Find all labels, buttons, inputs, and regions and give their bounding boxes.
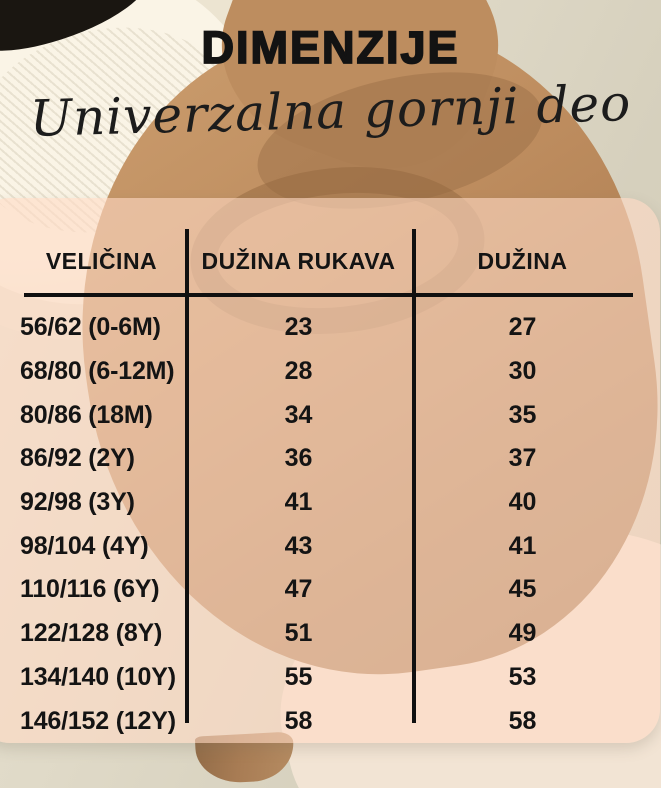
size-cell: 122/128 (8Y) (20, 619, 163, 648)
length-cell: 41 (508, 531, 537, 560)
sleeve-length-cell: 58 (284, 706, 313, 735)
table-row: 92/98 (3Y) 41 40 (18, 481, 633, 525)
table-row: 134/140 (10Y) 55 53 (18, 656, 633, 700)
length-cell: 30 (508, 357, 537, 386)
size-cell: 86/92 (2Y) (20, 444, 135, 473)
size-cell: 146/152 (12Y) (20, 706, 176, 735)
table-header-row: VELIČINA DUŽINA RUKAVA DUŽINA (18, 229, 633, 293)
sleeve-length-cell: 47 (284, 575, 313, 604)
sleeve-length-cell: 41 (284, 488, 313, 517)
length-cell: 58 (508, 706, 537, 735)
length-cell: 53 (508, 662, 537, 691)
table-body: 56/62 (0-6M) 23 27 68/80 (6-12M) 28 30 8… (18, 306, 633, 743)
size-cell: 110/116 (6Y) (20, 575, 160, 604)
sleeve-length-cell: 36 (284, 444, 313, 473)
size-cell: 56/62 (0-6M) (20, 313, 161, 342)
header-divider (24, 293, 633, 297)
size-table: VELIČINA DUŽINA RUKAVA DUŽINA 56/62 (0-6… (18, 229, 633, 735)
table-row: 98/104 (4Y) 43 41 (18, 524, 633, 568)
length-cell: 45 (508, 575, 537, 604)
table-row: 146/152 (12Y) 58 58 (18, 699, 633, 743)
size-cell: 98/104 (4Y) (20, 531, 149, 560)
size-cell: 134/140 (10Y) (20, 662, 176, 691)
table-row: 86/92 (2Y) 36 37 (18, 437, 633, 481)
table-row: 110/116 (6Y) 47 45 (18, 568, 633, 612)
length-cell: 37 (508, 444, 537, 473)
table-row: 122/128 (8Y) 51 49 (18, 612, 633, 656)
length-cell: 49 (508, 619, 537, 648)
sleeve-length-cell: 28 (284, 357, 313, 386)
sleeve-length-cell: 55 (284, 662, 313, 691)
sleeve-length-cell: 43 (284, 531, 313, 560)
length-cell: 27 (508, 313, 537, 342)
page-title: DIMENZIJE (201, 21, 460, 74)
column-divider-1 (185, 229, 189, 723)
column-divider-2 (412, 229, 416, 723)
column-header-duzina: DUŽINA (477, 247, 568, 274)
column-header-duzina-rukava: DUŽINA RUKAVA (201, 247, 396, 274)
size-cell: 92/98 (3Y) (20, 488, 135, 517)
table-row: 56/62 (0-6M) 23 27 (18, 306, 633, 350)
pink-overlay-panel (0, 198, 660, 743)
size-cell: 80/86 (18M) (20, 400, 153, 429)
table-row: 68/80 (6-12M) 28 30 (18, 350, 633, 394)
length-cell: 40 (508, 488, 537, 517)
size-cell: 68/80 (6-12M) (20, 357, 175, 386)
length-cell: 35 (508, 400, 537, 429)
sleeve-length-cell: 23 (284, 313, 313, 342)
table-row: 80/86 (18M) 34 35 (18, 393, 633, 437)
sleeve-length-cell: 51 (284, 619, 313, 648)
sleeve-length-cell: 34 (284, 400, 313, 429)
column-header-velicina: VELIČINA (45, 247, 158, 274)
